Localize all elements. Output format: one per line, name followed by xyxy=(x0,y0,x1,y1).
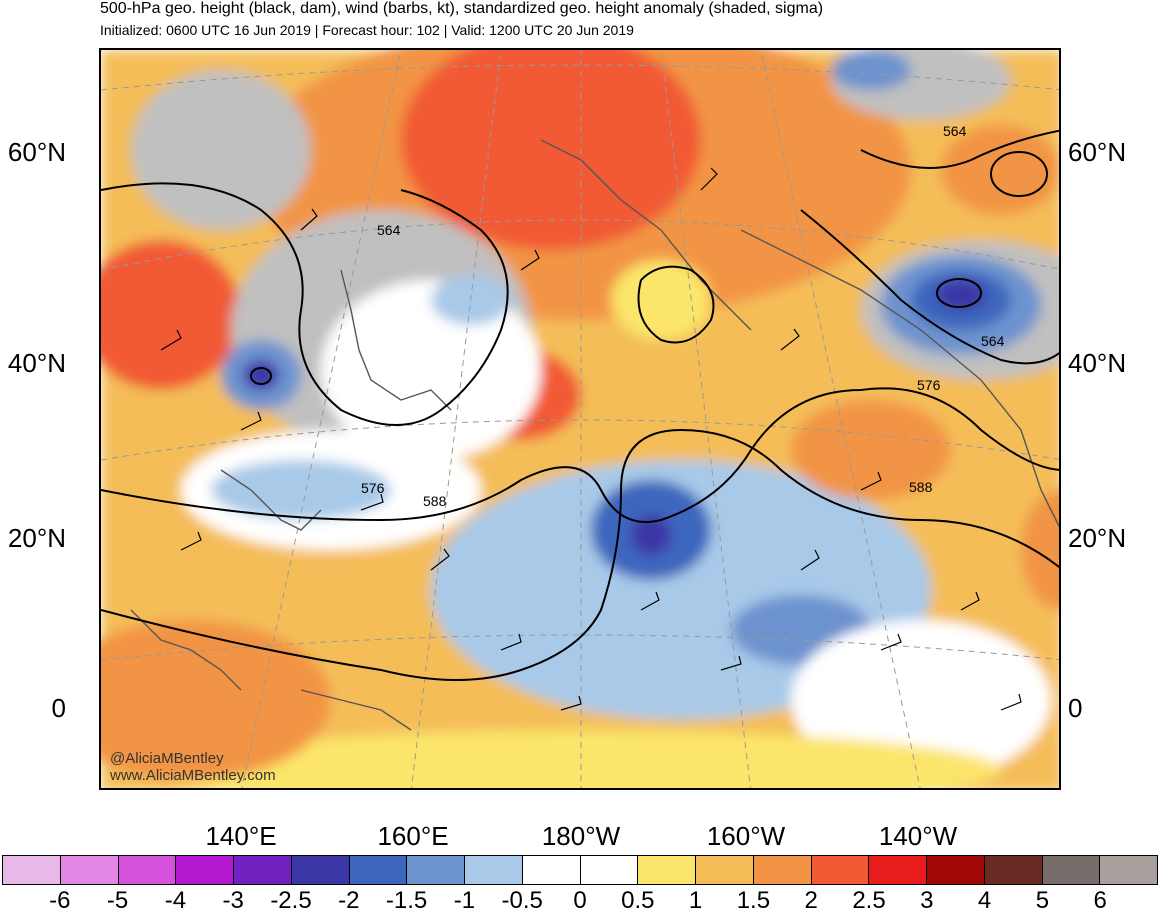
credit-handle: @AliciaMBentley xyxy=(110,750,224,767)
contour-label: 564 xyxy=(377,222,401,238)
lon-label: 160°E xyxy=(377,821,449,851)
colorbar-cell xyxy=(176,856,234,884)
contour-labels: 564 564 564 576 576 588 588 xyxy=(361,123,1005,509)
contour-label: 576 xyxy=(917,377,941,393)
colorbar-cell xyxy=(811,856,870,884)
contour-label: 576 xyxy=(361,480,385,496)
colorbar-cell xyxy=(984,856,1043,884)
colorbar-label: 1 xyxy=(688,887,703,914)
contour-label: 564 xyxy=(981,333,1005,349)
anomaly-shading xyxy=(101,50,1059,788)
colorbar-cell xyxy=(1100,856,1157,884)
figure-subtitle: Initialized: 0600 UTC 16 Jun 2019 | Fore… xyxy=(100,22,634,38)
colorbar-cell xyxy=(638,856,696,884)
colorbar-cell xyxy=(580,856,639,884)
lat-label: 20°N xyxy=(1068,523,1127,553)
map-canvas: 564 564 564 576 576 588 588 xyxy=(101,50,1059,788)
lat-label: 0 xyxy=(1068,693,1083,723)
colorbar-cell xyxy=(1042,856,1101,884)
colorbar-label: -4 xyxy=(164,887,187,914)
contour-label: 588 xyxy=(909,479,933,495)
map-panel: 564 564 564 576 576 588 588 xyxy=(99,48,1061,790)
colorbar-label: -0.5 xyxy=(501,887,543,914)
graticule xyxy=(101,50,1059,788)
contour-label: 564 xyxy=(943,123,967,139)
lat-label: 40°N xyxy=(7,348,66,378)
colorbar-cell xyxy=(291,856,350,884)
lat-label: 40°N xyxy=(1068,348,1127,378)
colorbar-cell xyxy=(234,856,292,884)
colorbar-cell xyxy=(3,856,61,884)
colorbar-label: 5 xyxy=(1035,887,1050,914)
colorbar-cell xyxy=(927,856,985,884)
colorbar-label: 0.5 xyxy=(621,887,655,914)
colorbar-label: 2.5 xyxy=(852,887,886,914)
colorbar-label: 3 xyxy=(920,887,934,914)
lat-label: 20°N xyxy=(7,523,66,553)
contour-label: 588 xyxy=(423,493,447,509)
figure-title: 500-hPa geo. height (black, dam), wind (… xyxy=(100,0,824,17)
lon-label: 160°W xyxy=(706,821,786,851)
colorbar-cell xyxy=(465,856,523,884)
colorbar-label: -3 xyxy=(222,887,244,914)
colorbar-cell xyxy=(407,856,465,884)
colorbar-label: 4 xyxy=(977,887,992,914)
colorbar-label: 6 xyxy=(1093,887,1107,914)
contour-line-icon xyxy=(101,129,1059,681)
colorbar-cell xyxy=(349,856,408,884)
lat-label: 0 xyxy=(51,693,66,723)
colorbar-label: -1 xyxy=(453,887,476,914)
lat-label: 60°N xyxy=(1068,137,1127,167)
colorbar-cell xyxy=(869,856,927,884)
colorbar-label: 2 xyxy=(804,887,818,914)
colorbar-label: -2 xyxy=(338,887,360,914)
colorbar-label: -6 xyxy=(49,887,71,914)
colorbar-cell xyxy=(118,856,177,884)
colorbar-label: 1.5 xyxy=(736,887,771,914)
credit-site: www.AliciaMBentley.com xyxy=(110,767,276,784)
colorbar-label: -2.5 xyxy=(270,887,312,914)
wind-barb-icon xyxy=(160,167,1022,711)
lon-label: 140°W xyxy=(878,821,958,851)
colorbar xyxy=(2,855,1158,885)
colorbar-cell xyxy=(60,856,119,884)
colorbar-cell xyxy=(753,856,812,884)
colorbar-cell xyxy=(522,856,581,884)
colorbar-label: 0 xyxy=(573,887,587,914)
colorbar-label: -1.5 xyxy=(385,887,428,914)
lat-label: 60°N xyxy=(7,137,66,167)
colorbar-label: -5 xyxy=(106,887,129,914)
lon-label: 180°W xyxy=(541,821,621,851)
lon-label: 140°E xyxy=(205,821,277,851)
colorbar-cell xyxy=(696,856,754,884)
